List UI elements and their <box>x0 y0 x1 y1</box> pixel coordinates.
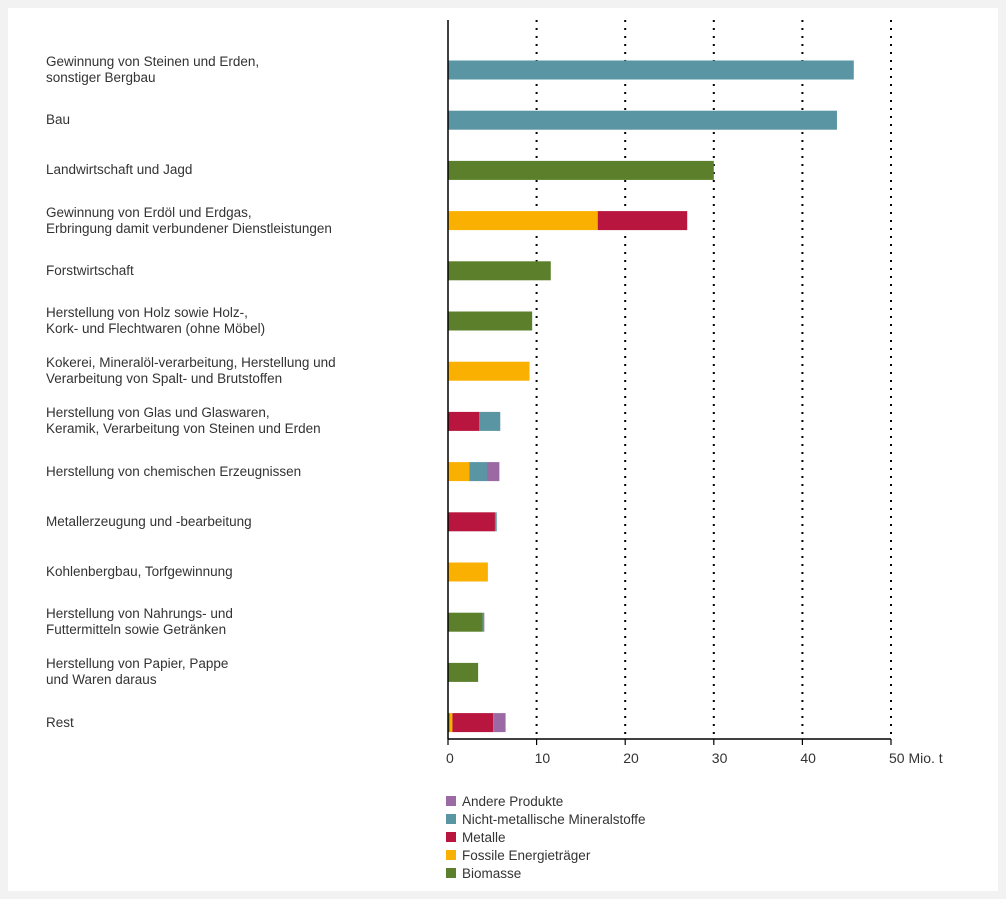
category-label: Kohlenbergbau, Torfgewinnung <box>46 564 446 580</box>
chart-panel: 0 10 20 30 40 50 Mio. t Gewinnung von Steinen… <box>8 8 998 891</box>
category-label-line: Bau <box>46 112 71 128</box>
bar-7-nicht-metallische-mineralstoffe <box>479 411 501 431</box>
legend-item: Metalle <box>446 828 646 846</box>
bar-12-biomasse <box>448 662 479 682</box>
x-tick-label: 50 Mio. t <box>889 750 943 766</box>
category-label: Gewinnung von Erdöl und Erdgas, Erbringun… <box>46 205 446 237</box>
legend-label: Fossile Energieträger <box>462 847 591 863</box>
x-tick-label: 20 <box>623 750 639 766</box>
legend-swatch <box>446 796 456 806</box>
legend-item: Nicht-metallische Mineralstoffe <box>446 810 646 828</box>
bar-6-fossile-energietr-ger <box>448 361 530 381</box>
category-label-line: Verarbeitung von Spalt- und Brutstoffen <box>46 371 283 387</box>
category-label: Herstellung von Holz sowie Holz-, Kork- u… <box>46 305 446 337</box>
category-label: Gewinnung von Steinen und Erden, sonstige… <box>46 54 446 86</box>
category-label-line: Herstellung von Papier, Pappe <box>46 656 229 672</box>
category-label-line: Kork- und Flechtwaren (ohne Möbel) <box>46 321 266 336</box>
legend-label: Metalle <box>462 829 506 845</box>
bar-8-fossile-energietr-ger <box>448 462 470 482</box>
category-label-line: Landwirtschaft und Jagd <box>46 162 193 178</box>
x-tick-label: 30 <box>712 750 728 766</box>
legend-swatch <box>446 832 456 842</box>
legend-label: Nicht-metallische Mineralstoffe <box>462 811 646 827</box>
bars-layer <box>448 60 854 733</box>
bar-3-metalle <box>597 211 688 231</box>
category-label-line: und Waren daraus <box>46 672 157 688</box>
category-label: Herstellung von Papier, Pappe und Waren d… <box>46 656 446 688</box>
bar-5-biomasse <box>448 311 533 331</box>
bar-1-nicht-metallische-mineralstoffe <box>448 110 837 130</box>
legend-label: Andere Produkte <box>462 793 564 809</box>
legend-item: Biomasse <box>446 864 646 882</box>
category-label-line: sonstiger Bergbau <box>46 70 156 85</box>
category-label-line: Metallerzeugung und -bearbeitung <box>46 513 252 529</box>
legend-swatch <box>446 868 456 878</box>
legend-item: Fossile Energieträger <box>446 846 646 864</box>
bar-8-nicht-metallische-mineralstoffe <box>469 462 487 482</box>
category-label: Herstellung von Nahrungs- und Futtermitte… <box>46 606 446 638</box>
category-label-line: Herstellung von Holz sowie Holz-, <box>46 305 248 320</box>
category-label-line: Erbringung damit verbundener Dienstleist… <box>46 220 332 236</box>
bar-9-metalle <box>448 512 495 532</box>
category-label: Bau <box>46 112 446 128</box>
bar-8-andere-produkte <box>486 462 500 482</box>
category-label-line: Forstwirtschaft <box>46 262 134 278</box>
legend-swatch <box>446 850 456 860</box>
bar-0-nicht-metallische-mineralstoffe <box>448 60 854 80</box>
bar-2-biomasse <box>448 160 714 180</box>
category-label-line: Gewinnung von Steinen und Erden, <box>46 54 260 69</box>
bar-10-fossile-energietr-ger <box>448 562 488 582</box>
bar-11-biomasse <box>448 612 483 632</box>
bar-4-biomasse <box>448 261 551 281</box>
category-label-line: Herstellung von Glas und Glaswaren, <box>46 405 270 421</box>
category-label: Herstellung von chemischen Erzeugnissen <box>46 464 446 480</box>
stacked-bar-chart: 0 10 20 30 40 50 Mio. t <box>446 20 943 766</box>
category-label: Rest <box>46 715 446 731</box>
category-label-line: Herstellung von chemischen Erzeugnissen <box>46 463 302 479</box>
category-label-line: Rest <box>46 714 74 730</box>
category-label: Forstwirtschaft <box>46 263 446 279</box>
bar-11-andere-produkte <box>483 612 485 632</box>
bar-13-fossile-energietr-ger <box>449 713 453 733</box>
legend-label: Biomasse <box>462 865 522 881</box>
axis-layer: 0 10 20 30 40 50 Mio. t <box>446 20 943 766</box>
category-label: Landwirtschaft und Jagd <box>46 162 446 178</box>
x-tick-label: 10 <box>535 750 551 766</box>
category-label-line: Kohlenbergbau, Torfgewinnung <box>46 564 233 579</box>
category-label: Herstellung von Glas und Glaswaren, Keram… <box>46 405 446 437</box>
bar-7-metalle <box>448 411 480 431</box>
bar-3-fossile-energietr-ger <box>448 211 598 231</box>
bar-9-nicht-metallische-mineralstoffe <box>494 512 497 532</box>
x-tick-label: 0 <box>446 750 454 766</box>
bar-13-andere-produkte <box>493 713 506 733</box>
legend: Andere Produkte Nicht-metallische Mineral… <box>446 792 646 882</box>
category-label-line: Herstellung von Nahrungs- und <box>46 606 233 622</box>
category-label: Kokerei, Mineralöl-verarbeitung, Herstel… <box>46 355 446 387</box>
category-label-line: Kokerei, Mineralöl-verarbeitung, Herstel… <box>46 355 336 371</box>
category-label-line: Futtermitteln sowie Getränken <box>46 622 227 638</box>
bar-11-nicht-metallische-mineralstoffe <box>482 612 484 632</box>
bar-13-metalle <box>452 713 494 733</box>
category-label-line: Keramik, Verarbeitung von Steinen und Er… <box>46 421 321 437</box>
x-tick-label: 40 <box>800 750 816 766</box>
category-label-line: Gewinnung von Erdöl und Erdgas, <box>46 204 252 220</box>
category-label: Metallerzeugung und -bearbeitung <box>46 514 446 530</box>
legend-swatch <box>446 814 456 824</box>
bar-13-biomasse <box>448 713 450 733</box>
legend-item: Andere Produkte <box>446 792 646 810</box>
